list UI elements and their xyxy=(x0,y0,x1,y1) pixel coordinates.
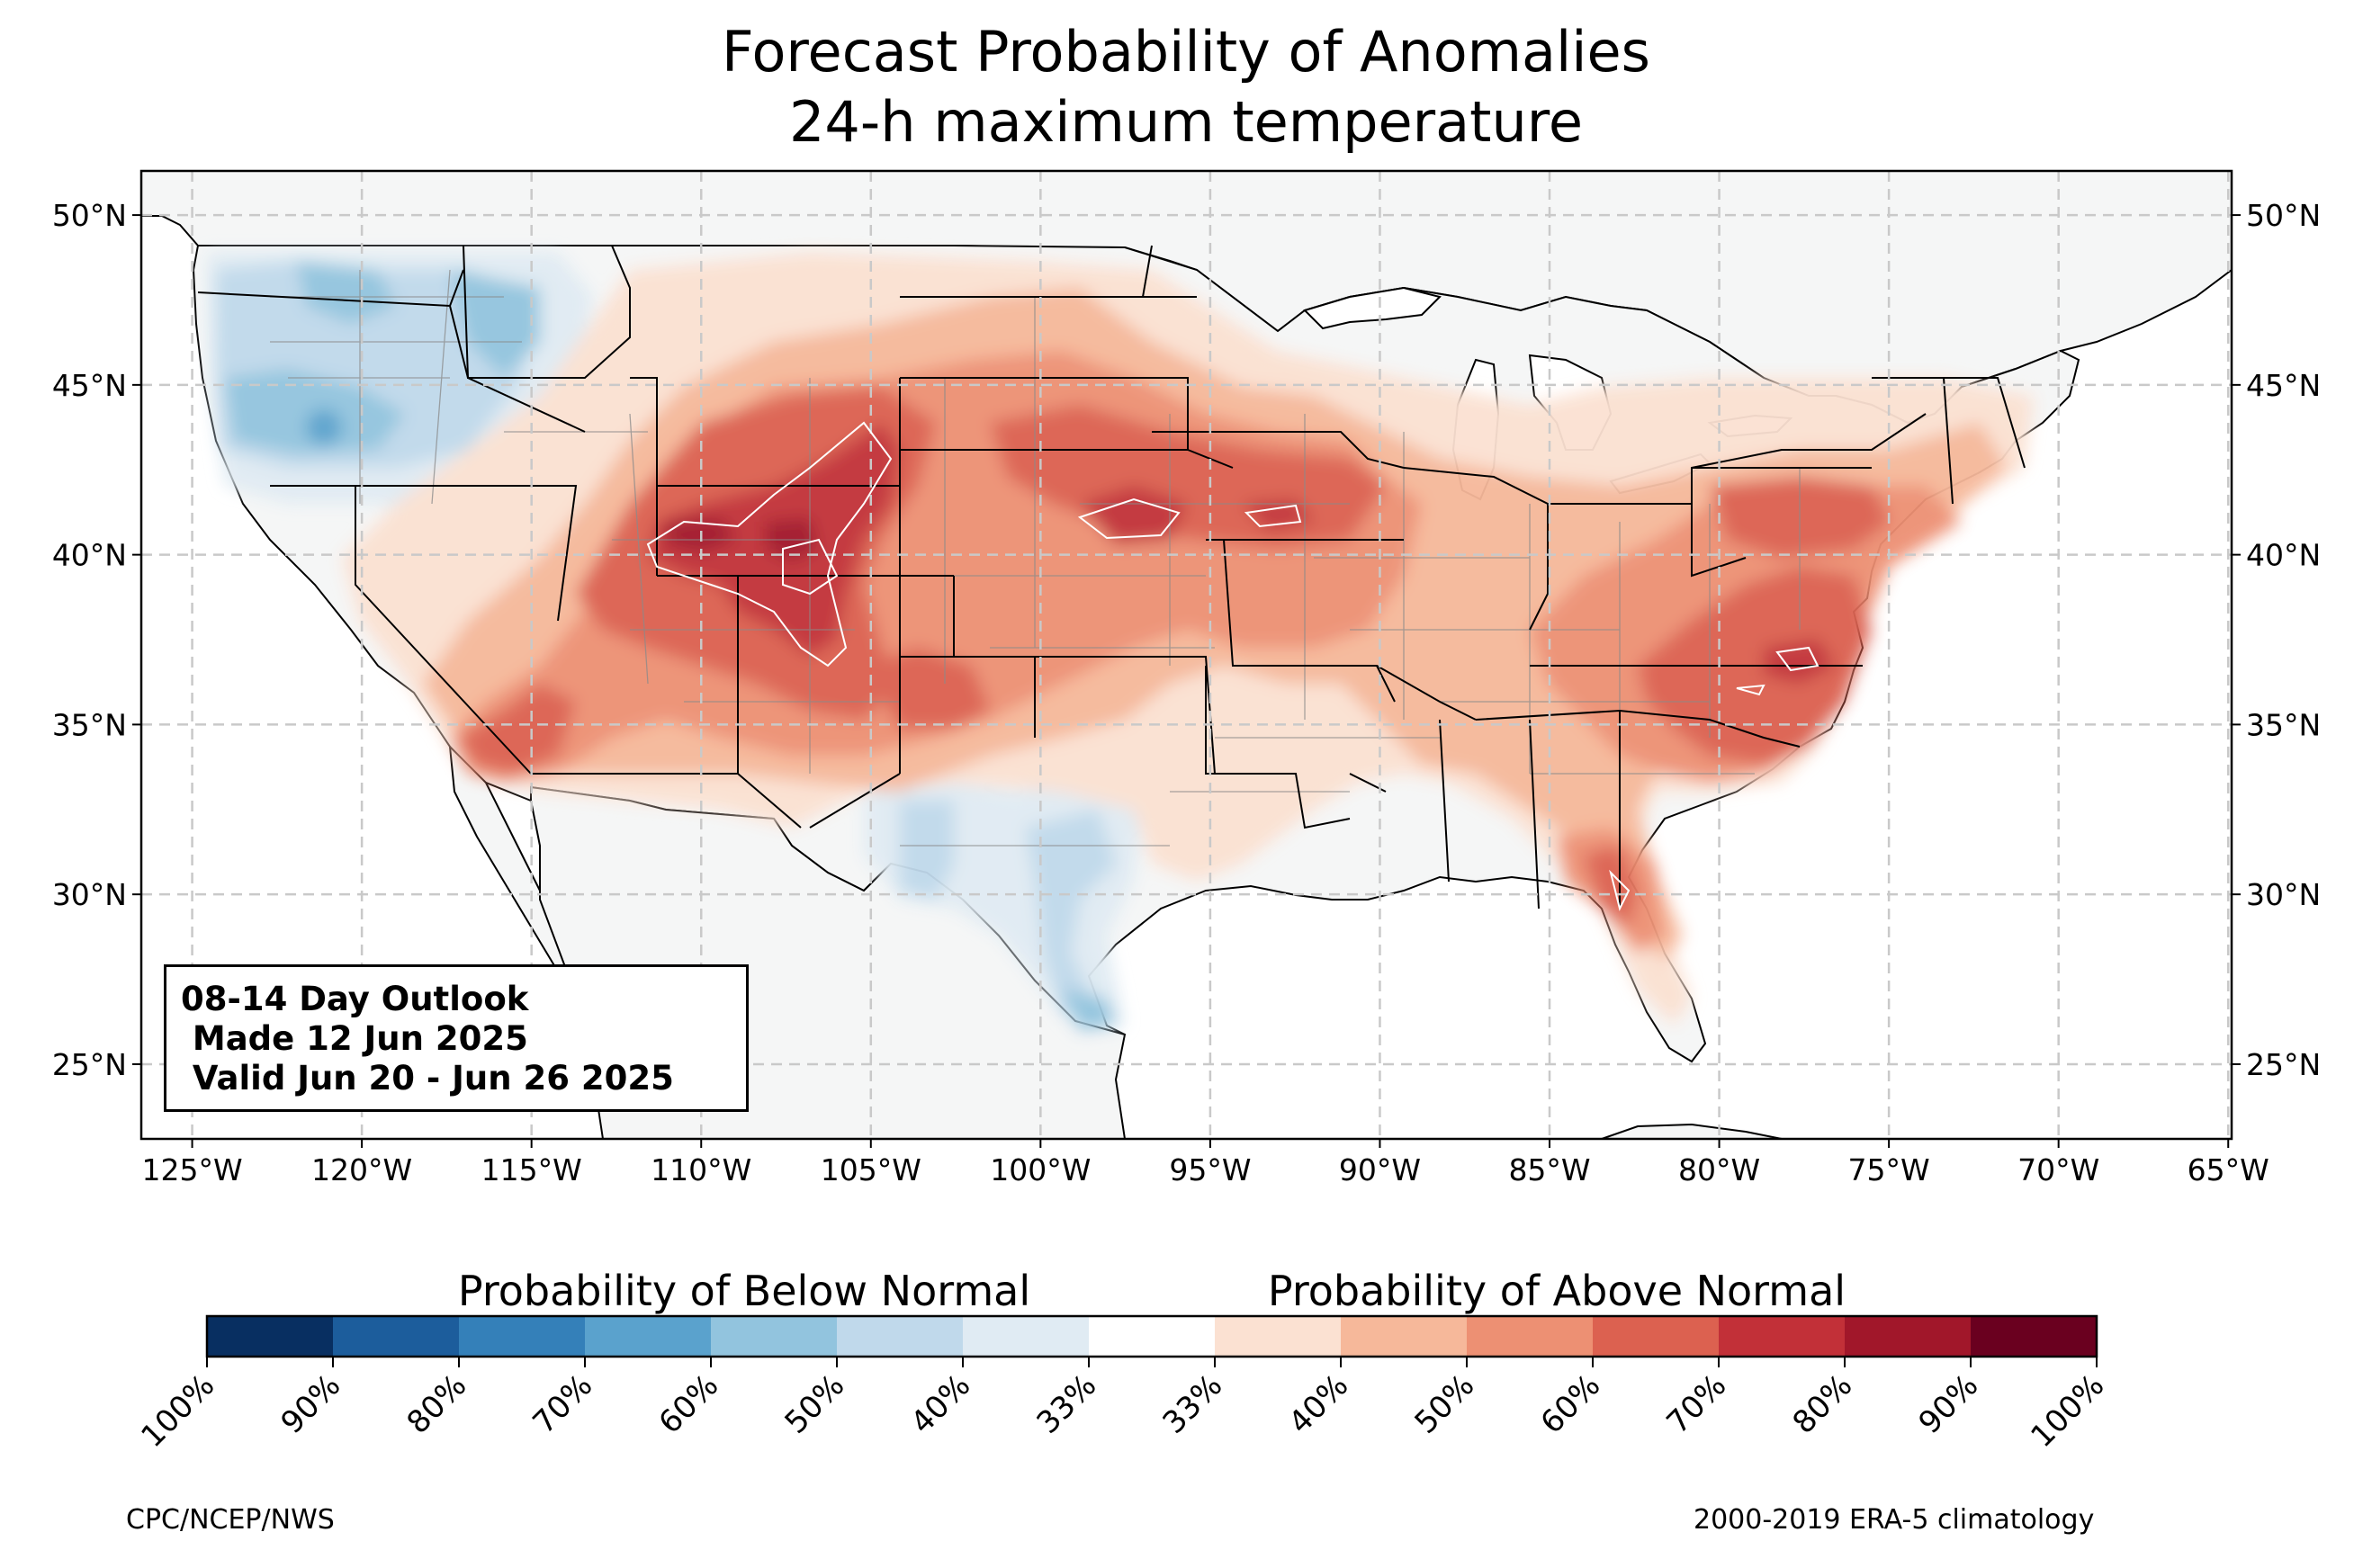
info-line-1: 08-14 Day Outlook xyxy=(181,980,529,1018)
below-normal-tx-60 xyxy=(1062,990,1116,1030)
colorbar-swatch-2 xyxy=(459,1316,586,1357)
lon-tick-label-12: 65°W xyxy=(2188,1152,2269,1187)
colorbar: Probability of Below Normal Probability … xyxy=(134,1267,2111,1455)
colorbar-swatch-6 xyxy=(963,1316,1090,1357)
county-line-1 xyxy=(270,296,1755,847)
colorbar-tick-label-9: 40% xyxy=(1282,1367,1356,1441)
contour-ia xyxy=(1244,504,1302,528)
lon-tick-label-9: 80°W xyxy=(1678,1152,1760,1187)
lon-tick-label-11: 70°W xyxy=(2017,1152,2099,1187)
lon-tick-label-4: 105°W xyxy=(821,1152,921,1187)
colorbar-tick-label-11: 60% xyxy=(1534,1367,1608,1441)
lon-tick-label-8: 85°W xyxy=(1508,1152,1590,1187)
probability-shading xyxy=(207,252,2034,1035)
above-normal-nm-60-70 xyxy=(864,648,990,729)
colorbar-tick-label-5: 50% xyxy=(778,1367,852,1441)
colorbar-swatch-11 xyxy=(1593,1316,1720,1357)
map-axes: 125°W 120°W 115°W 110°W 105°W 100°W 95°W 90°W 85… xyxy=(52,198,2321,1187)
colorbar-swatch-14 xyxy=(1971,1316,2098,1357)
state-border-wy-co xyxy=(657,377,1234,829)
colorbar-tick-label-8: 33% xyxy=(1156,1367,1230,1441)
above-normal-fl-60-70 xyxy=(1584,846,1638,927)
colorbar-tick-label-4: 60% xyxy=(652,1367,726,1441)
lat-tick-label-left-3: 35°N xyxy=(52,707,127,742)
contour-fl xyxy=(1609,869,1631,911)
colorbar-swatch-0 xyxy=(207,1316,334,1357)
lat-tick-label-left-0: 50°N xyxy=(52,198,127,233)
colorbar-swatch-8 xyxy=(1215,1316,1342,1357)
contour-ne xyxy=(1077,497,1181,540)
colorbar-tick-label-2: 80% xyxy=(400,1367,474,1441)
colorbar-tick-label-6: 40% xyxy=(904,1367,978,1441)
info-line-3: Valid Jun 20 - Jun 26 2025 xyxy=(181,1059,674,1098)
colorbar-tick-label-12: 70% xyxy=(1660,1367,1734,1441)
lon-tick-label-10: 75°W xyxy=(1848,1152,1930,1187)
chart-title-line-1: Forecast Probability of Anomalies xyxy=(722,19,1650,85)
colorbar-tick-label-1: 90% xyxy=(274,1367,348,1441)
colorbar-swatches xyxy=(207,1316,2098,1357)
below-normal-tx-50b xyxy=(1026,810,1116,1017)
lat-tick-label-left-4: 30°N xyxy=(52,877,127,912)
colorbar-below-label: Probability of Below Normal xyxy=(458,1267,1030,1315)
lon-tick-label-6: 95°W xyxy=(1169,1152,1251,1187)
lon-tick-label-5: 100°W xyxy=(990,1152,1091,1187)
lon-tick-label-2: 115°W xyxy=(481,1152,582,1187)
lon-tick-label-7: 90°W xyxy=(1339,1152,1421,1187)
colorbar-above-label: Probability of Above Normal xyxy=(1268,1267,1846,1315)
colorbar-swatch-10 xyxy=(1467,1316,1594,1357)
colorbar-tick-label-3: 70% xyxy=(526,1367,600,1441)
below-normal-or-70 xyxy=(306,409,342,445)
contour-va xyxy=(1775,646,1819,672)
state-border-east xyxy=(1403,377,2026,909)
lat-tick-label-left-5: 25°N xyxy=(52,1047,127,1082)
colorbar-swatch-12 xyxy=(1719,1316,1846,1357)
colorbar-swatch-13 xyxy=(1845,1316,1972,1357)
above-normal-ne-70-80 xyxy=(1080,486,1188,544)
footer-climatology: 2000-2019 ERA-5 climatology xyxy=(1694,1504,2095,1536)
colorbar-swatch-3 xyxy=(585,1316,712,1357)
lat-tick-label-right-5: 25°N xyxy=(2246,1047,2321,1082)
lat-tick-label-left-2: 40°N xyxy=(52,538,127,573)
lat-tick-label-left-1: 45°N xyxy=(52,368,127,403)
lon-tick-label-0: 125°W xyxy=(142,1152,243,1187)
colorbar-tick-label-14: 90% xyxy=(1912,1367,1986,1441)
lat-tick-label-right-4: 30°N xyxy=(2246,877,2321,912)
contour-lines xyxy=(646,421,1819,911)
state-border-plains xyxy=(900,245,1477,829)
below-normal-wa-60 xyxy=(297,261,396,324)
colorbar-swatch-1 xyxy=(333,1316,460,1357)
state-borders xyxy=(197,245,2026,909)
colorbar-swatch-7 xyxy=(1089,1316,1216,1357)
chart-title-line-2: 24-h maximum temperature xyxy=(788,89,1584,155)
above-normal-az-60-70 xyxy=(459,684,576,774)
lon-tick-label-3: 110°W xyxy=(651,1152,751,1187)
lat-tick-label-right-1: 45°N xyxy=(2246,368,2321,403)
lat-tick-label-right-3: 35°N xyxy=(2246,707,2321,742)
contour-co-2 xyxy=(782,538,839,596)
contour-co-1 xyxy=(646,421,893,668)
colorbar-swatch-5 xyxy=(837,1316,964,1357)
colorbar-swatch-4 xyxy=(711,1316,838,1357)
colorbar-tick-label-15: 100% xyxy=(2024,1367,2111,1455)
footer-source: CPC/NCEP/NWS xyxy=(126,1504,335,1536)
colorbar-frame xyxy=(205,1314,2098,1358)
lat-tick-label-right-0: 50°N xyxy=(2246,198,2321,233)
lake-superior xyxy=(1303,286,1442,330)
colorbar-tick-label-10: 50% xyxy=(1408,1367,1482,1441)
contour-nc xyxy=(1736,684,1766,696)
colorbar-swatch-9 xyxy=(1341,1316,1468,1357)
lat-tick-label-right-2: 40°N xyxy=(2246,538,2321,573)
colorbar-tick-label-0: 100% xyxy=(134,1367,221,1455)
below-normal-tx-50 xyxy=(900,801,954,900)
above-normal-va-70-80 xyxy=(1764,639,1836,684)
colorbar-tick-label-13: 80% xyxy=(1786,1367,1860,1441)
outlook-info-box: 08-14 Day Outlook Made 12 Jun 2025 Valid… xyxy=(164,964,749,1112)
colorbar-tick-label-7: 33% xyxy=(1030,1367,1104,1441)
colorbar-ticks: 100% 90% 80% 70% 60% 50% 40% 33% 33% 40% 50% 60% 70%… xyxy=(134,1357,2111,1455)
map-frame xyxy=(139,169,2233,1141)
lon-tick-label-1: 120°W xyxy=(311,1152,412,1187)
info-line-2: Made 12 Jun 2025 xyxy=(181,1019,528,1058)
